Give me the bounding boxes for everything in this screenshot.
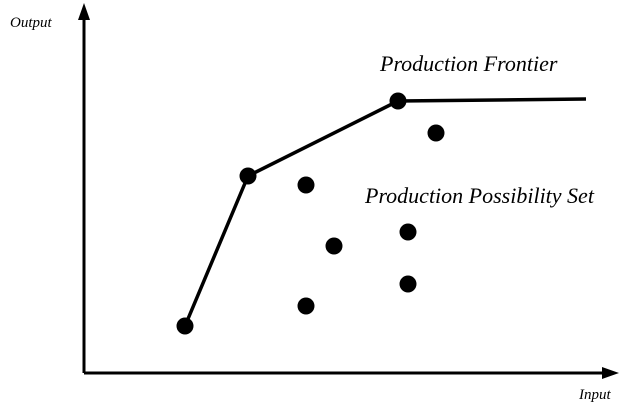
interior-points — [297, 124, 445, 315]
frontier-point — [176, 317, 194, 335]
x-axis-label: Input — [578, 387, 611, 403]
y-axis-label: Output — [10, 15, 53, 31]
frontier-points — [176, 92, 407, 335]
interior-point — [325, 237, 343, 255]
interior-point — [399, 223, 417, 241]
frontier-point — [239, 167, 257, 185]
interior-point — [297, 176, 315, 194]
frontier-point — [389, 92, 407, 110]
y-axis-arrowhead — [78, 3, 90, 20]
frontier-label: Production Frontier — [379, 51, 558, 76]
interior-point — [399, 275, 417, 293]
x-axis-arrowhead — [602, 367, 619, 379]
production-frontier-line — [183, 97, 587, 327]
interior-point — [427, 124, 445, 142]
possibility-set-label: Production Possibility Set — [364, 183, 595, 208]
axes — [78, 3, 619, 379]
interior-point — [297, 297, 315, 315]
